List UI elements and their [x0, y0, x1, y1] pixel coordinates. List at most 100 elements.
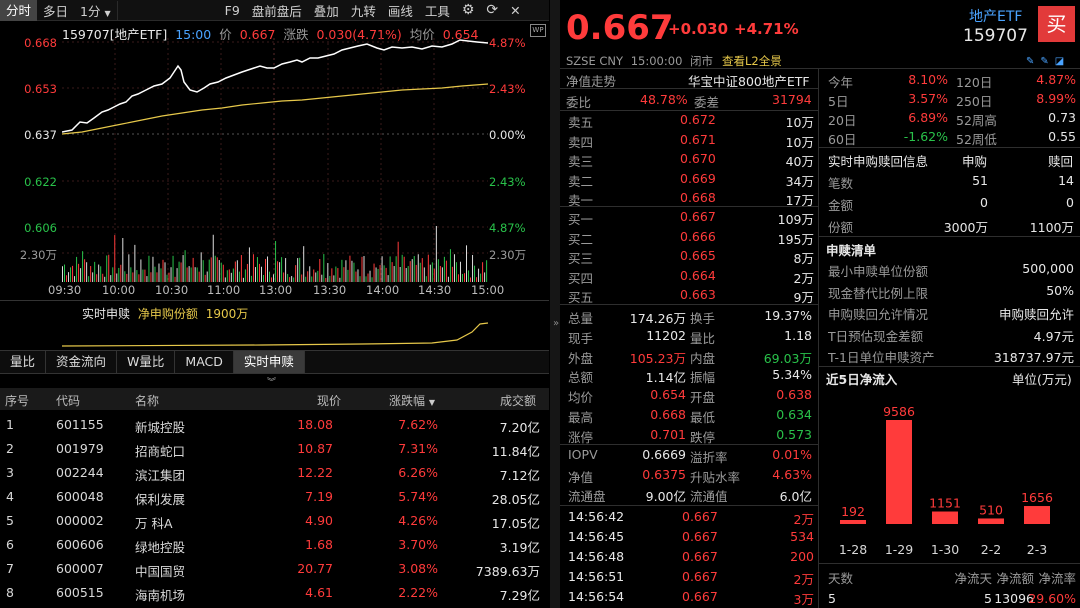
redeem-info-title: 实时申购赎回信息	[828, 154, 929, 169]
time-label: 10:30	[155, 283, 189, 297]
avg-price-line	[62, 83, 488, 135]
price-change: +0.030	[668, 20, 729, 38]
inflow-bar	[886, 420, 912, 524]
inflow-value-label: 192	[841, 504, 865, 519]
redeem-list-title: 申赎清单	[826, 243, 877, 258]
y-label: 0.668	[24, 36, 57, 50]
nine-turn-button[interactable]: 九转	[350, 3, 376, 19]
security-name: 地产ETF	[969, 9, 1023, 25]
weibi-value: 48.78%	[640, 92, 688, 107]
tab-volume-ratio[interactable]: 量比	[0, 351, 47, 373]
inflow-summary-header: 净流率	[1038, 571, 1076, 586]
tab-intraday[interactable]: 分时	[0, 0, 38, 21]
y-pct-label: 2.43%	[489, 175, 526, 189]
inflow-summary-header: 天数	[828, 571, 854, 586]
quote-panel: 0.667 +0.030 +4.71% 地产ETF 159707 买 SZSE …	[560, 0, 1080, 608]
inflow-bar	[932, 511, 958, 524]
table-row[interactable]: 1 601155 新城控股 18.08 7.62% 7.20亿	[6, 417, 540, 435]
index-name: 华宝中证800地产ETF	[688, 74, 810, 89]
tab-w-volume-ratio[interactable]: W量比	[117, 351, 176, 373]
collapse-icon[interactable]: ︾	[267, 378, 277, 388]
inflow-summary-header: 净流额	[996, 571, 1034, 586]
table-header: 序号 代码 名称 现价 涨跌幅 ▼ 成交额	[0, 388, 549, 410]
last-price: 0.667	[566, 8, 674, 48]
wp-icon[interactable]: WP	[530, 24, 546, 37]
tab-macd[interactable]: MACD	[175, 351, 234, 373]
tab-multiday[interactable]: 多日	[43, 3, 69, 19]
net-subscription-chart	[62, 322, 488, 347]
interval-select[interactable]: 1分 ▼	[74, 0, 118, 20]
net-inflow-chart: 192 1-28 9586 1-29 1151 1-30 510 2-2 1656 2-3	[839, 404, 1053, 557]
inflow-summary-header: 净流天	[954, 571, 992, 586]
table-row[interactable]: 6 600606 绿地控股 1.68 3.70% 3.19亿	[6, 537, 540, 555]
inflow-value-label: 9586	[883, 404, 915, 419]
chart-avg: 0.654	[442, 27, 479, 42]
y-pct-label: 0.00%	[489, 128, 526, 142]
inflow-value-label: 510	[979, 502, 1003, 517]
draw-line-button[interactable]: 画线	[387, 3, 413, 19]
time-label: 15:00	[471, 283, 505, 297]
close-icon[interactable]: ✕	[510, 2, 521, 18]
y-pct-label: 4.87%	[489, 221, 526, 235]
inflow-date-label: 2-2	[981, 542, 1001, 557]
security-code: 159707	[963, 26, 1028, 46]
inflow-date-label: 1-29	[885, 542, 913, 557]
net-inflow-title: 近5日净流入	[826, 372, 898, 387]
table-row[interactable]: 5 000002 万 科A 4.90 4.26% 17.05亿	[6, 513, 540, 531]
inflow-value-label: 1656	[1021, 490, 1053, 505]
expand-icon[interactable]: »	[553, 318, 560, 329]
y-label: 0.622	[24, 175, 57, 189]
time-label: 13:00	[259, 283, 293, 297]
inflow-date-label: 2-3	[1027, 542, 1047, 557]
inflow-summary-value: 29.60%	[1028, 591, 1076, 606]
time-label: 14:00	[366, 283, 400, 297]
period-toolbar: 分时 多日 1分 ▼ F9 盘前盘后 叠加 九转 画线 工具 ⚙ ⟳ ✕	[0, 0, 549, 21]
y-label: 0.606	[24, 221, 57, 235]
sub-indicator-header: 实时申赎 净申购份额 1900万	[82, 307, 249, 321]
table-row[interactable]: 3 002244 滨江集团 12.22 6.26% 7.12亿	[6, 465, 540, 483]
overlay-button[interactable]: 叠加	[313, 3, 339, 19]
time-label: 09:30	[48, 283, 82, 297]
table-row[interactable]: 4 600048 保利发展 7.19 5.74% 28.05亿	[6, 489, 540, 507]
table-row[interactable]: 2 001979 招商蛇口 10.87 7.31% 11.84亿	[6, 441, 540, 459]
time-label: 13:30	[313, 283, 347, 297]
inflow-summary-value: 5	[984, 591, 992, 606]
chevron-down-icon: ▼	[104, 8, 111, 18]
chart-price: 0.667	[239, 27, 276, 42]
inflow-bar	[1024, 506, 1050, 524]
buy-button[interactable]: 买	[1038, 6, 1075, 42]
y-label: 0.637	[24, 128, 57, 142]
l2-link[interactable]: 查看L2全景	[722, 54, 782, 68]
tab-money-flow[interactable]: 资金流向	[46, 351, 118, 373]
inflow-date-label: 1-30	[931, 542, 959, 557]
intraday-chart[interactable]	[62, 38, 488, 282]
tab-realtime-redeem[interactable]: 实时申赎	[233, 351, 305, 373]
table-row[interactable]: 8 600515 海南机场 4.61 2.22% 7.29亿	[6, 585, 540, 603]
chart-header: 159707[地产ETF] 15:00 价 0.667 涨跌 0.030(4.7…	[62, 27, 479, 42]
indicator-tabs: 量比 资金流向 W量比 MACD 实时申赎	[0, 350, 549, 374]
premarket-button[interactable]: 盘前盘后	[251, 3, 302, 19]
y-pct-label: 4.87%	[489, 36, 526, 50]
sort-desc-icon: ▼	[428, 398, 435, 407]
time-label: 14:30	[418, 283, 452, 297]
volume-bars	[62, 226, 488, 282]
refresh-icon[interactable]: ⟳	[486, 2, 499, 18]
chart-change: 0.030(4.71%)	[316, 27, 402, 42]
inflow-value-label: 1151	[929, 496, 961, 511]
inflow-bar	[840, 520, 866, 524]
panel-splitter[interactable]	[550, 0, 560, 608]
gear-icon[interactable]: ⚙	[461, 2, 475, 18]
volume-label: 2.30万	[19, 248, 57, 262]
volume-label: 2.30万	[489, 248, 527, 262]
price-change-pct: +4.71%	[734, 20, 799, 38]
inflow-summary-value: 5	[828, 591, 836, 606]
nav-trend-link[interactable]: 净值走势	[566, 74, 617, 89]
tools-button[interactable]: 工具	[424, 3, 450, 19]
panel-icons[interactable]: ✎✎◪	[1026, 56, 1071, 67]
inflow-date-label: 1-28	[839, 542, 867, 557]
f9-button[interactable]: F9	[224, 2, 240, 18]
y-pct-label: 2.43%	[489, 82, 526, 96]
chart-time: 15:00	[175, 27, 212, 42]
inflow-bar	[978, 518, 1004, 524]
table-row[interactable]: 7 600007 中国国贸 20.77 3.08% 7389.63万	[6, 561, 540, 579]
